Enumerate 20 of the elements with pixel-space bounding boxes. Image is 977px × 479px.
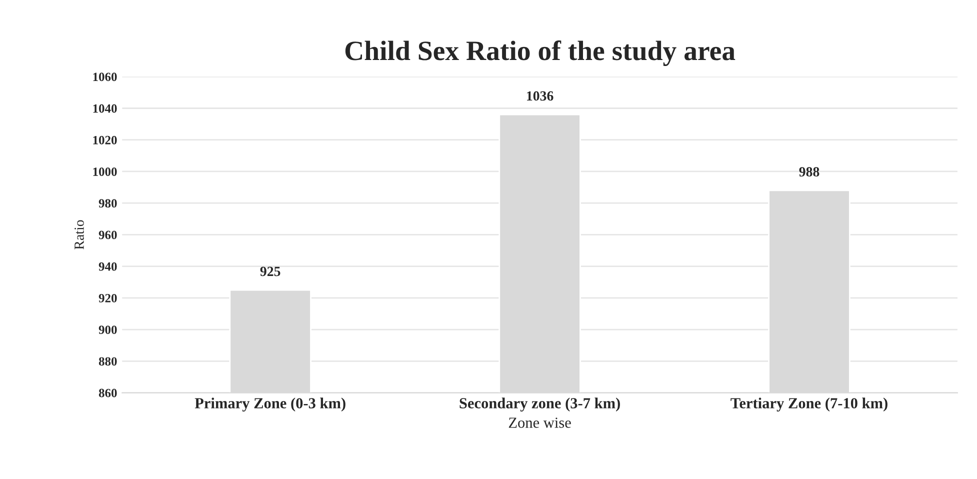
data-label: 925 bbox=[260, 266, 280, 276]
x-tick-label: Tertiary Zone (7-10 km) bbox=[730, 398, 888, 412]
y-tick-label: 980 bbox=[98, 199, 117, 208]
x-tick-label: Primary Zone (0-3 km) bbox=[194, 398, 346, 412]
y-axis-title: Ratio bbox=[74, 220, 84, 250]
y-tick-label: 940 bbox=[98, 262, 117, 271]
y-tick-label: 1020 bbox=[93, 136, 117, 144]
x-tick-label: Secondary zone (3-7 km) bbox=[460, 398, 620, 412]
data-label: 1036 bbox=[527, 91, 554, 101]
y-tick-label: 1040 bbox=[93, 104, 117, 113]
y-tick-label: 900 bbox=[98, 326, 117, 334]
y-tick-label: 880 bbox=[98, 357, 117, 366]
y-tick-label: 1000 bbox=[93, 168, 117, 176]
y-tick-label: 860 bbox=[98, 388, 117, 398]
y-tick-label: 1060 bbox=[93, 72, 117, 82]
y-tick-label: 920 bbox=[98, 294, 117, 302]
data-label: 988 bbox=[799, 167, 820, 177]
y-tick-label: 960 bbox=[98, 230, 117, 240]
chart-title: Child Sex Ratio of the study area bbox=[345, 40, 736, 66]
x-axis-title: Zone wise bbox=[508, 418, 571, 428]
